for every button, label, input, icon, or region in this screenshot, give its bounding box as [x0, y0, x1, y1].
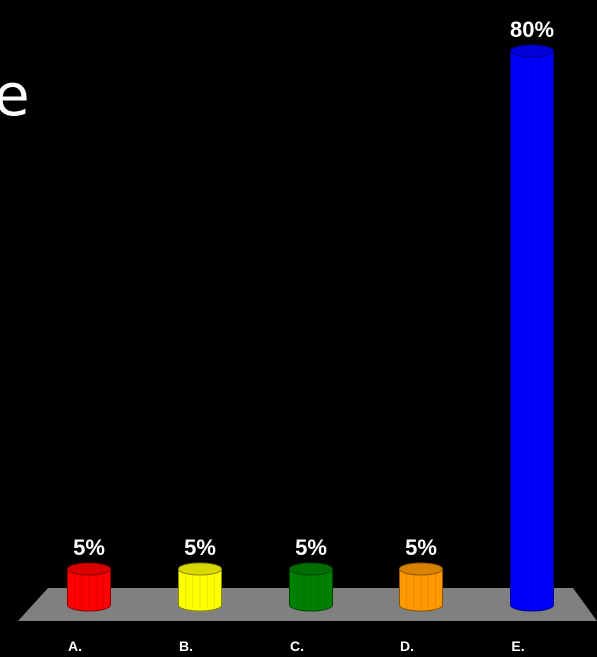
bar-top-cap [510, 44, 554, 58]
category-label: C. [290, 638, 304, 654]
category-label: D. [400, 638, 414, 654]
bar-top-cap [399, 562, 443, 576]
bar-top-cap [178, 562, 222, 576]
value-label: 5% [184, 535, 216, 560]
value-label: 5% [295, 535, 327, 560]
category-label: B. [179, 638, 193, 654]
category-label: A. [68, 638, 82, 654]
bar-top-cap [67, 562, 111, 576]
bar-top-cap [289, 562, 333, 576]
bar-group: 5% A. 5% B. 5% C. 5% D. 80% E. [67, 17, 554, 654]
value-label: 80% [510, 17, 554, 42]
category-label: E. [511, 638, 524, 654]
value-label: 5% [73, 535, 105, 560]
cut-off-slide-text: e [0, 61, 30, 129]
value-label: 5% [405, 535, 437, 560]
